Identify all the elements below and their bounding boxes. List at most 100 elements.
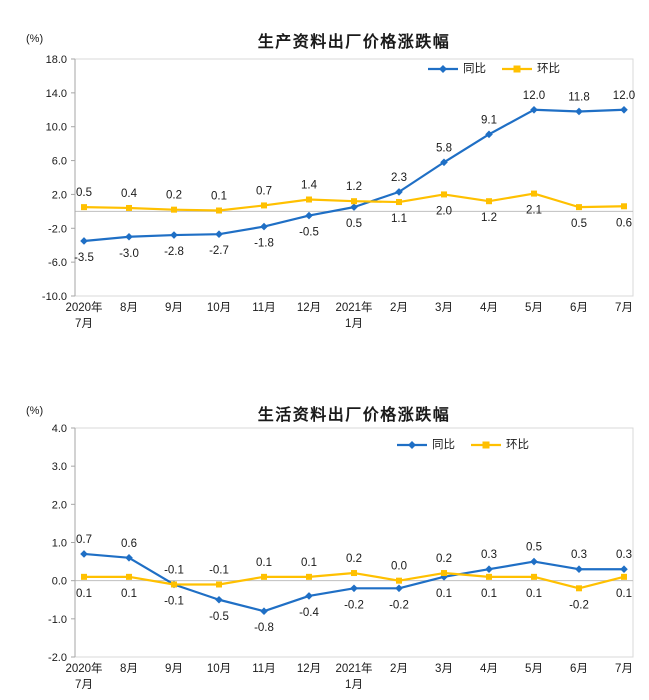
square-marker-icon bbox=[306, 573, 312, 580]
y-tick-label: 4.0 bbox=[52, 423, 67, 435]
data-label: 0.1 bbox=[211, 191, 227, 203]
data-label: 0.2 bbox=[436, 553, 452, 565]
y-axis-unit-label: (%) bbox=[26, 33, 44, 45]
data-label: 0.3 bbox=[616, 549, 632, 561]
data-label: 0.5 bbox=[346, 218, 362, 230]
data-label: 0.5 bbox=[76, 187, 92, 199]
square-marker-icon bbox=[306, 196, 312, 203]
square-marker-icon bbox=[486, 573, 492, 580]
x-tick-label: 9月 bbox=[165, 302, 183, 314]
x-tick-label: 10月 bbox=[207, 302, 231, 314]
data-label: 0.2 bbox=[166, 190, 182, 202]
diamond-marker-icon bbox=[530, 557, 538, 566]
data-label: 0.3 bbox=[481, 549, 497, 561]
data-label: 0.6 bbox=[121, 538, 137, 550]
square-marker-icon bbox=[261, 202, 267, 209]
data-label: -0.1 bbox=[164, 595, 184, 607]
y-tick-label: -6.0 bbox=[48, 257, 67, 269]
consumer-goods-price-chart: 4.0 3.0 2.0 1.0 0.0 -1.0 -2.0 2020年 7月 8月 9月 10月 11月… bbox=[0, 370, 649, 700]
square-marker-icon bbox=[621, 573, 627, 580]
data-label: 0.6 bbox=[616, 217, 632, 229]
line-marker-icon bbox=[397, 441, 427, 449]
data-label: 0.4 bbox=[121, 188, 138, 200]
diamond-marker-icon bbox=[125, 553, 133, 562]
diamond-marker-icon bbox=[485, 130, 493, 139]
chart-title: 生活资料出厂价格涨跌幅 bbox=[257, 407, 451, 424]
chart-title: 生产资料出厂价格涨跌幅 bbox=[257, 34, 451, 51]
data-label: -1.8 bbox=[254, 238, 274, 250]
y-tick-label: 6.0 bbox=[52, 156, 67, 168]
data-label: 0.1 bbox=[121, 588, 137, 600]
data-label: 1.4 bbox=[301, 180, 318, 192]
y-tick-label: 18.0 bbox=[46, 54, 67, 66]
square-marker-icon bbox=[351, 570, 357, 577]
square-marker-icon bbox=[576, 585, 582, 592]
legend-item-mom: 环比 bbox=[470, 439, 529, 451]
data-label: 12.0 bbox=[613, 90, 635, 102]
x-tick-label: 4月 bbox=[480, 663, 498, 675]
data-label: -0.1 bbox=[209, 564, 229, 576]
x-tick-label: 12月 bbox=[297, 663, 321, 675]
chart-legend: 同比 环比 bbox=[396, 439, 529, 451]
x-tick-label: 6月 bbox=[570, 663, 588, 675]
diamond-marker-icon bbox=[305, 211, 313, 220]
legend-label: 环比 bbox=[506, 439, 529, 451]
legend-item-mom: 环比 bbox=[501, 63, 560, 75]
data-label: -0.2 bbox=[344, 599, 364, 611]
data-label: 0.5 bbox=[526, 542, 542, 554]
legend-label: 同比 bbox=[432, 439, 455, 451]
data-label: 0.1 bbox=[526, 588, 542, 600]
diamond-marker-icon bbox=[170, 231, 178, 239]
x-tick-label: 8月 bbox=[120, 302, 138, 314]
square-marker-icon bbox=[351, 198, 357, 205]
square-marker-icon bbox=[216, 581, 222, 588]
y-tick-label: 14.0 bbox=[46, 88, 67, 100]
x-tick-label: 9月 bbox=[165, 663, 183, 675]
y-tick-label: 3.0 bbox=[52, 461, 67, 473]
square-marker-icon bbox=[531, 573, 537, 580]
data-label: 1.2 bbox=[346, 181, 362, 193]
x-tick-label: 3月 bbox=[435, 663, 453, 675]
data-label: 1.2 bbox=[481, 212, 497, 224]
x-tick-label: 1月 bbox=[345, 679, 363, 691]
data-label: -3.0 bbox=[119, 248, 139, 260]
x-tick-label: 11月 bbox=[252, 663, 275, 675]
diamond-marker-icon bbox=[530, 105, 538, 114]
square-marker-icon bbox=[441, 570, 447, 577]
x-tick-label: 7月 bbox=[75, 679, 93, 691]
diamond-marker-icon bbox=[575, 565, 583, 574]
square-marker-icon bbox=[81, 204, 87, 211]
diamond-marker-icon bbox=[260, 607, 268, 615]
x-tick-label: 3月 bbox=[435, 302, 453, 314]
x-tick-label: 8月 bbox=[120, 663, 138, 675]
data-label: 0.0 bbox=[391, 561, 407, 573]
data-label: -0.2 bbox=[389, 599, 409, 611]
diamond-marker-icon bbox=[80, 550, 88, 558]
producer-goods-price-chart: 18.0 14.0 10.0 6.0 2.0 -2.0 -6.0 -10.0 2020年 7月 8月… bbox=[0, 0, 649, 345]
diamond-marker-icon bbox=[80, 237, 88, 245]
square-marker-icon bbox=[81, 573, 87, 580]
square-marker-icon bbox=[261, 573, 267, 580]
square-marker-icon bbox=[621, 203, 627, 210]
y-tick-label: 0.0 bbox=[52, 576, 67, 588]
square-marker-icon bbox=[576, 204, 582, 211]
data-label: 0.1 bbox=[301, 557, 317, 569]
diamond-marker-icon bbox=[215, 230, 223, 239]
data-label: 0.7 bbox=[256, 185, 272, 197]
x-tick-label: 2020年 bbox=[65, 300, 102, 314]
x-tick-label: 6月 bbox=[570, 302, 588, 314]
data-label: 9.1 bbox=[481, 114, 497, 126]
diamond-marker-icon bbox=[620, 105, 628, 114]
x-tick-label: 12月 bbox=[297, 302, 321, 314]
x-tick-label: 7月 bbox=[75, 318, 93, 330]
y-tick-label: -1.0 bbox=[48, 614, 67, 626]
diamond-marker-icon bbox=[350, 584, 358, 593]
diamond-marker-icon bbox=[260, 222, 268, 231]
x-tick-label: 2月 bbox=[390, 302, 408, 314]
x-tick-label: 7月 bbox=[615, 302, 633, 314]
plot-border bbox=[74, 58, 634, 297]
line-marker-icon bbox=[502, 65, 532, 73]
diamond-marker-icon bbox=[125, 232, 133, 241]
